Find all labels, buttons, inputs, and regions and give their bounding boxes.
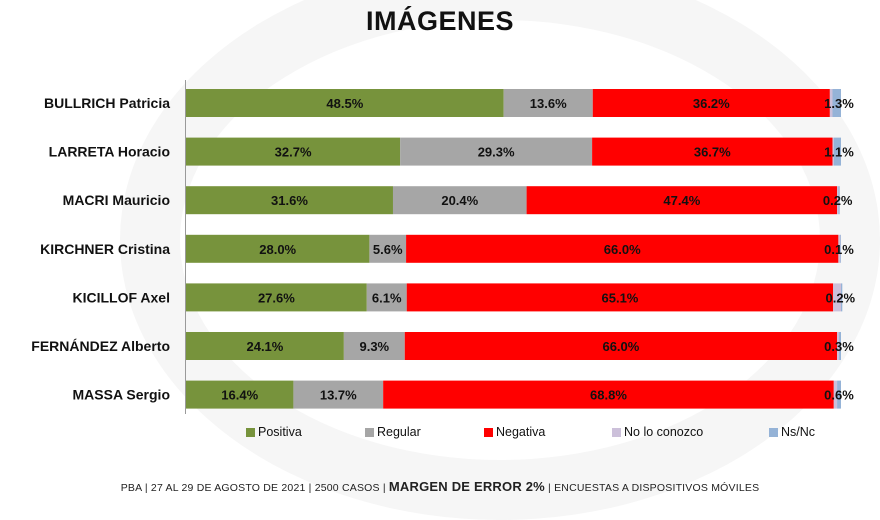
data-label-ns-nc-kicillof-axel: 0.2% (825, 290, 855, 305)
legend-label-regular: Regular (377, 425, 421, 439)
data-label-ns-nc-bullrich-patricia: 1.3% (824, 96, 854, 111)
bar-no-lo-conozco-larreta-horacio (832, 137, 834, 166)
footer-right-text: | ENCUESTAS A DISPOSITIVOS MÓVILES (548, 482, 760, 494)
legend-swatch-positiva (246, 427, 255, 437)
data-label-positiva-bullrich-patricia: 48.5% (326, 96, 363, 111)
footer-margin-of-error: MARGEN DE ERROR 2% (388, 479, 545, 494)
bar-no-lo-conozco-kirchner-cristina (838, 234, 841, 263)
category-label-kicillof-axel: KICILLOF Axel (73, 289, 171, 305)
bar-ns-nc-larreta-horacio (833, 137, 841, 166)
data-label-regular-macri-mauricio: 20.4% (441, 193, 478, 208)
data-label-positiva-massa-sergio: 16.4% (221, 388, 258, 403)
data-label-regular-massa-sergio: 13.7% (320, 388, 357, 403)
legend-swatch-no-lo-conozco (612, 427, 621, 437)
data-label-negativa-fernandez-alberto: 66.0% (602, 339, 639, 354)
data-label-negativa-bullrich-patricia: 36.2% (693, 96, 730, 111)
bar-ns-nc-bullrich-patricia (832, 89, 841, 117)
bar-negativa-fernandez-alberto (404, 332, 838, 360)
legend-item-no-lo-conozco: No lo conozco (612, 425, 703, 439)
bar-ns-nc-fernandez-alberto (839, 332, 841, 360)
legend-item-ns-nc: Ns/Nc (769, 425, 815, 439)
data-label-negativa-kicillof-axel: 65.1% (602, 290, 639, 305)
data-label-regular-kicillof-axel: 6.1% (372, 290, 402, 305)
bar-negativa-macri-mauricio (526, 186, 838, 215)
data-label-positiva-kirchner-cristina: 28.0% (259, 242, 296, 257)
category-label-kirchner-cristina: KIRCHNER Cristina (40, 241, 170, 257)
data-label-ns-nc-macri-mauricio: 0.2% (823, 193, 853, 208)
bar-positiva-macri-mauricio (186, 186, 393, 215)
bar-positiva-bullrich-patricia (186, 89, 504, 117)
bar-regular-fernandez-alberto (343, 332, 405, 360)
legend-item-negativa: Negativa (484, 425, 545, 439)
bar-regular-larreta-horacio (400, 137, 593, 166)
category-axis-line (185, 80, 186, 414)
footer-note: PBA | 27 AL 29 DE AGOSTO DE 2021 | 2500 … (0, 479, 880, 494)
legend-label-positiva: Positiva (258, 425, 302, 439)
bar-negativa-larreta-horacio (592, 137, 833, 166)
data-label-regular-bullrich-patricia: 13.6% (530, 96, 567, 111)
legend-swatch-negativa (484, 427, 493, 437)
legend-swatch-regular (365, 427, 374, 437)
bar-regular-kirchner-cristina (369, 234, 407, 263)
data-label-positiva-kicillof-axel: 27.6% (258, 290, 295, 305)
bar-positiva-larreta-horacio (186, 137, 401, 166)
bar-negativa-bullrich-patricia (592, 89, 830, 117)
bar-regular-kicillof-axel (366, 283, 407, 312)
footer-left-text: PBA | 27 AL 29 DE AGOSTO DE 2021 | 2500 … (120, 482, 386, 494)
bar-positiva-fernandez-alberto (186, 332, 344, 360)
data-label-ns-nc-kirchner-cristina: 0.1% (824, 242, 854, 257)
data-label-negativa-larreta-horacio: 36.7% (694, 145, 731, 160)
bar-negativa-kirchner-cristina (406, 234, 839, 263)
bar-positiva-kicillof-axel (186, 283, 367, 312)
data-label-negativa-macri-mauricio: 47.4% (663, 193, 700, 208)
bar-positiva-kirchner-cristina (186, 234, 370, 263)
bar-ns-nc-macri-mauricio (838, 186, 840, 215)
legend-label-ns-nc: Ns/Nc (781, 425, 816, 439)
bar-positiva-massa-sergio (186, 380, 294, 409)
category-label-massa-sergio: MASSA Sergio (73, 387, 171, 403)
data-label-positiva-fernandez-alberto: 24.1% (246, 339, 283, 354)
bar-negativa-kicillof-axel (406, 283, 834, 312)
legend-label-negativa: Negativa (496, 425, 546, 439)
bar-no-lo-conozco-macri-mauricio (837, 186, 839, 215)
data-label-ns-nc-larreta-horacio: 1.1% (824, 145, 854, 160)
bar-regular-bullrich-patricia (503, 89, 593, 117)
data-label-ns-nc-fernandez-alberto: 0.3% (824, 339, 854, 354)
bar-no-lo-conozco-massa-sergio (833, 380, 838, 409)
legend-label-no-lo-conozco: No lo conozco (624, 425, 704, 439)
chart-title: IMÁGENES (365, 6, 515, 36)
data-label-negativa-kirchner-cristina: 66.0% (604, 242, 641, 257)
category-label-fernandez-alberto: FERNÁNDEZ Alberto (31, 338, 170, 354)
legend-item-positiva: Positiva (246, 425, 302, 439)
category-label-macri-mauricio: MACRI Mauricio (63, 192, 170, 208)
bar-regular-massa-sergio (293, 380, 384, 409)
bar-no-lo-conozco-kicillof-axel (833, 283, 841, 312)
bar-ns-nc-massa-sergio (837, 380, 841, 409)
category-label-bullrich-patricia: BULLRICH Patricia (44, 95, 170, 111)
bar-regular-macri-mauricio (392, 186, 527, 215)
bar-ns-nc-kirchner-cristina (840, 234, 841, 263)
data-label-positiva-larreta-horacio: 32.7% (275, 145, 312, 160)
bar-no-lo-conozco-bullrich-patricia (829, 89, 833, 117)
data-label-ns-nc-massa-sergio: 0.6% (824, 388, 854, 403)
stacked-bar-chart: BULLRICH Patricia 48.5% 13.6% 36.2% 1.3% LARR… (31, 89, 856, 409)
data-label-negativa-massa-sergio: 68.8% (590, 388, 627, 403)
bar-no-lo-conozco-fernandez-alberto (837, 332, 840, 360)
bar-ns-nc-kicillof-axel (841, 283, 843, 312)
legend-item-regular: Regular (365, 425, 421, 439)
bar-negativa-massa-sergio (383, 380, 834, 409)
data-label-regular-fernandez-alberto: 9.3% (359, 339, 389, 354)
legend-swatch-ns-nc (769, 427, 778, 437)
data-label-regular-kirchner-cristina: 5.6% (373, 242, 403, 257)
data-label-positiva-macri-mauricio: 31.6% (271, 193, 308, 208)
data-label-regular-larreta-horacio: 29.3% (478, 145, 515, 160)
legend: Positiva Regular Negativa No lo conozco Ns/N… (0, 425, 880, 443)
category-label-larreta-horacio: LARRETA Horacio (49, 144, 170, 160)
